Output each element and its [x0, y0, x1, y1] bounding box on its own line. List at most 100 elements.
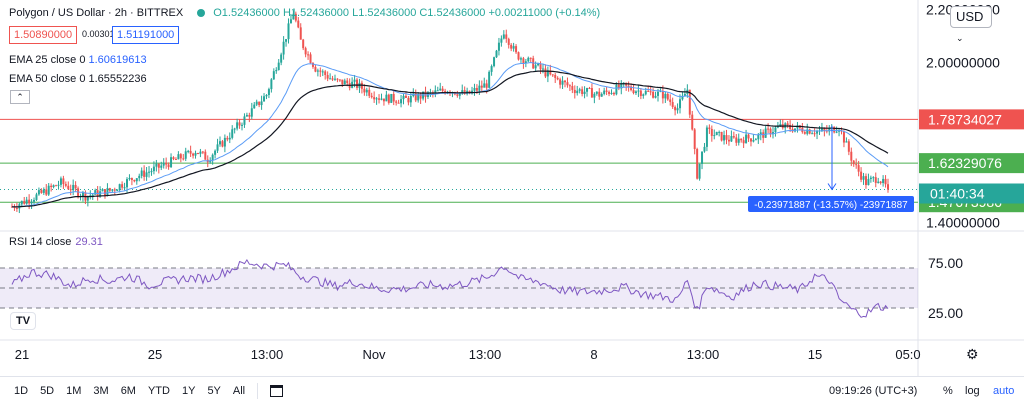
- candle-body: [674, 106, 677, 111]
- support-upper-label-bg: [919, 153, 1024, 174]
- candle-body: [505, 34, 508, 39]
- log-scale-button[interactable]: log: [965, 385, 980, 397]
- candle-body: [806, 129, 809, 134]
- candle-body: [759, 132, 762, 135]
- candle-body: [407, 97, 410, 103]
- candle-body: [280, 54, 283, 63]
- candle-body: [642, 94, 645, 96]
- candle-body: [884, 178, 887, 185]
- candle-body: [133, 179, 136, 182]
- candle-body: [737, 138, 740, 143]
- collapse-legend-button[interactable]: ⌃: [10, 90, 30, 104]
- buy-button[interactable]: 1.51191000: [112, 26, 180, 44]
- candle-body: [639, 90, 642, 96]
- candle-body: [81, 192, 84, 196]
- candle-body: [392, 94, 395, 102]
- candle-body: [681, 95, 684, 100]
- candle-body: [564, 80, 567, 83]
- candle-body: [272, 71, 275, 80]
- time-tick-label: 25: [148, 347, 162, 362]
- auto-scale-button[interactable]: auto: [993, 385, 1015, 397]
- candle-body: [270, 79, 273, 90]
- candle-body: [216, 144, 219, 151]
- gear-icon[interactable]: ⚙: [966, 346, 979, 362]
- candle-body: [126, 179, 129, 188]
- time-tick-label: 8: [590, 347, 597, 362]
- ema25-legend[interactable]: EMA 25 close 0 1.60619613: [9, 54, 147, 66]
- candle-body: [341, 79, 344, 85]
- ema50-label: EMA 50 close 0: [9, 73, 86, 85]
- candle-body: [458, 92, 461, 96]
- time-tick-label: Nov: [362, 347, 386, 362]
- candle-body: [537, 63, 540, 66]
- candle-body: [534, 65, 537, 69]
- candle-body: [258, 101, 261, 106]
- candle-body: [764, 128, 767, 138]
- currency-select[interactable]: USD ⌄: [950, 6, 992, 43]
- candle-body: [803, 132, 806, 134]
- countdown-bg: [919, 183, 1024, 204]
- percent-scale-button[interactable]: %: [943, 385, 953, 397]
- chart-canvas[interactable]: -0.23971887 (-13.57%) -23971887 1.4000000…: [0, 0, 1024, 376]
- candle-body: [845, 141, 848, 143]
- timeframe-1d[interactable]: 1D: [14, 385, 29, 397]
- timeframe-6m[interactable]: 6M: [120, 385, 136, 397]
- timeframe-ytd[interactable]: YTD: [147, 385, 170, 397]
- candle-body: [143, 170, 146, 177]
- candle-body: [145, 172, 148, 177]
- candle-body: [527, 57, 530, 62]
- candle-body: [140, 170, 143, 176]
- sell-button[interactable]: 1.50890000: [9, 26, 78, 44]
- candle-body: [473, 87, 476, 91]
- candle-body: [539, 63, 542, 70]
- candle-body: [89, 195, 92, 197]
- timeframe-5d[interactable]: 5D: [40, 385, 55, 397]
- symbol-title[interactable]: Polygon / US Dollar · 2h · BITTREX: [9, 7, 184, 19]
- candle-body: [610, 92, 613, 94]
- timeframe-1m[interactable]: 1M: [66, 385, 82, 397]
- timeframe-1y[interactable]: 1Y: [181, 385, 196, 397]
- candle-body: [179, 154, 182, 159]
- rsi-legend[interactable]: RSI 14 close 29.31: [9, 236, 103, 248]
- candle-body: [507, 38, 510, 45]
- candle-body: [600, 93, 603, 97]
- candle-body: [732, 136, 735, 138]
- candle-body: [248, 114, 251, 117]
- candle-body: [30, 201, 33, 204]
- candle-body: [603, 90, 606, 94]
- timeframe-3m[interactable]: 3M: [93, 385, 109, 397]
- ema50-legend[interactable]: EMA 50 close 0 1.65552236: [9, 73, 147, 85]
- candle-body: [874, 177, 877, 183]
- candle-body: [55, 185, 58, 187]
- candle-body: [157, 163, 160, 168]
- candle-body: [612, 92, 615, 95]
- candle-body: [187, 150, 190, 152]
- candle-body: [691, 114, 694, 130]
- candle-body: [419, 94, 422, 99]
- currency-label: USD: [956, 9, 984, 24]
- candle-body: [62, 178, 65, 185]
- candle-body: [864, 176, 867, 186]
- candle-body: [309, 54, 312, 63]
- candle-body: [289, 19, 292, 24]
- clock-time[interactable]: 09:19:26 (UTC+3): [829, 385, 918, 397]
- candle-body: [573, 89, 576, 94]
- candle-body: [869, 177, 872, 180]
- candle-body: [842, 131, 845, 143]
- candle-body: [583, 91, 586, 94]
- timeframe-5y[interactable]: 5Y: [207, 385, 221, 397]
- candle-body: [409, 95, 412, 103]
- candle-body: [664, 93, 667, 99]
- candle-body: [730, 136, 733, 142]
- candle-body: [529, 57, 532, 59]
- candle-body: [652, 91, 655, 98]
- time-tick-label: 15: [808, 347, 822, 362]
- candle-body: [404, 95, 407, 98]
- tradingview-logo-icon[interactable]: TV: [10, 312, 36, 330]
- ema25-label: EMA 25 close 0: [9, 54, 86, 66]
- candle-body: [304, 48, 307, 55]
- calendar-icon[interactable]: [270, 385, 284, 397]
- candle-body: [103, 189, 106, 196]
- timeframe-all[interactable]: All: [232, 385, 246, 397]
- candle-body: [67, 185, 70, 190]
